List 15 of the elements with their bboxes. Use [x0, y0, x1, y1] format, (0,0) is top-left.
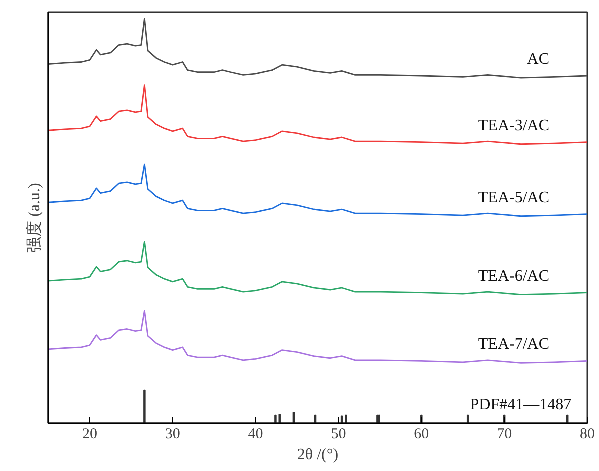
series-label: TEA-3/AC [478, 117, 550, 134]
series-label: PDF#41—1487 [470, 396, 572, 414]
series-label: TEA-7/AC [478, 336, 550, 354]
y-axis-title: 强度 (a.u.) [26, 183, 44, 253]
x-tick-label: 20 [82, 426, 98, 442]
x-axis-title: 2θ /(°) [297, 446, 339, 464]
x-tick-label: 30 [165, 426, 180, 442]
x-tick-label: 50 [331, 426, 346, 442]
x-tick-label: 40 [248, 426, 264, 442]
x-tick-label: 60 [414, 426, 430, 442]
series-label: TEA-6/AC [478, 268, 550, 285]
x-tick-label: 80 [580, 426, 595, 442]
x-tick-label: 70 [497, 426, 512, 442]
series-label: AC [527, 51, 550, 68]
series-label: TEA-5/AC [478, 189, 550, 206]
